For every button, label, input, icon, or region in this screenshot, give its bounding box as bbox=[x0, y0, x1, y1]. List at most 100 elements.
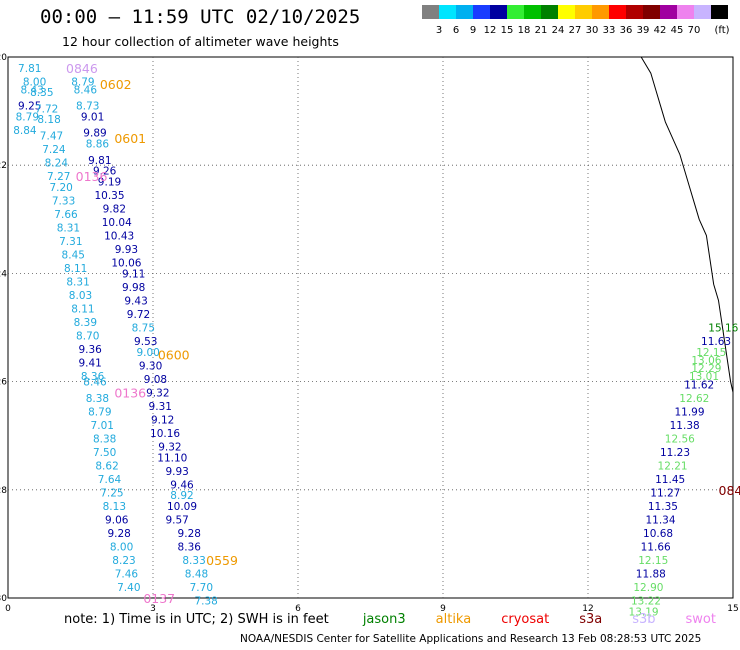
swh-value: 10.35 bbox=[94, 190, 124, 202]
swh-value: 7.70 bbox=[190, 582, 213, 594]
scale-tick-label: 15 bbox=[500, 25, 514, 36]
swh-value: 8.62 bbox=[95, 460, 118, 472]
scale-swatch bbox=[541, 5, 558, 19]
swh-value: 7.24 bbox=[42, 144, 66, 156]
swh-value: 9.32 bbox=[158, 442, 181, 454]
scale-tick-label: 18 bbox=[517, 25, 531, 36]
swh-value: 9.89 bbox=[83, 128, 106, 140]
swh-value: 9.28 bbox=[107, 528, 130, 540]
scale-swatch bbox=[677, 5, 694, 19]
swh-value: 8.11 bbox=[71, 304, 94, 316]
swh-value: 12.15 bbox=[638, 555, 668, 567]
swh-value: 9.00 bbox=[136, 347, 159, 359]
swh-value: 12.15 bbox=[696, 347, 726, 359]
satellite-label: s3b bbox=[632, 612, 656, 627]
swh-value: 10.04 bbox=[102, 217, 132, 229]
swh-value: 8.23 bbox=[112, 555, 135, 567]
coastline bbox=[640, 56, 734, 393]
swh-value: 8.18 bbox=[37, 114, 60, 126]
swh-value: 12.29 bbox=[691, 363, 721, 375]
swh-value: 11.88 bbox=[636, 569, 666, 581]
swh-value: 9.98 bbox=[122, 282, 145, 294]
scale-swatch bbox=[490, 5, 507, 19]
y-tick-label: 22 bbox=[0, 161, 7, 171]
swh-value: 9.72 bbox=[127, 309, 150, 321]
swh-value: 9.06 bbox=[105, 515, 129, 527]
swh-value: 9.19 bbox=[98, 176, 121, 188]
swh-value: 8.24 bbox=[45, 157, 69, 169]
swh-value: 11.35 bbox=[648, 501, 678, 513]
swh-value: 8.00 bbox=[110, 542, 133, 554]
swh-value: 8.13 bbox=[103, 501, 126, 513]
swh-value: 8.70 bbox=[76, 331, 99, 343]
swh-value: 8.35 bbox=[30, 87, 53, 99]
swh-value: 9.28 bbox=[178, 528, 201, 540]
swh-value: 11.99 bbox=[674, 406, 704, 418]
scale-swatch bbox=[660, 5, 677, 19]
swh-value: 12.56 bbox=[665, 433, 695, 445]
swh-value: 7.47 bbox=[40, 130, 63, 142]
scale-swatch bbox=[694, 5, 711, 19]
swh-value: 9.82 bbox=[103, 203, 126, 215]
swh-value: 10.16 bbox=[150, 428, 180, 440]
swh-value: 11.38 bbox=[670, 420, 700, 432]
swh-value: 11.63 bbox=[701, 336, 731, 348]
pass-time-label: 0846 bbox=[66, 61, 98, 76]
map-frame bbox=[7, 56, 734, 599]
pass-time-label: 0847 bbox=[719, 483, 740, 498]
x-tick-label: 0 bbox=[5, 604, 11, 614]
note-line: note: 1) Time is in UTC; 2) SWH is in fe… bbox=[64, 612, 716, 627]
swh-value: 8.38 bbox=[86, 393, 109, 405]
satellite-label: altika bbox=[435, 612, 472, 627]
swh-value: 8.38 bbox=[93, 433, 116, 445]
scale-tick-label: 33 bbox=[602, 25, 616, 36]
scale-swatch bbox=[422, 5, 439, 19]
scale-tick-label: 36 bbox=[619, 25, 633, 36]
scale-swatch bbox=[592, 5, 609, 19]
swh-value: 9.25 bbox=[18, 101, 41, 113]
swh-value: 9.36 bbox=[78, 344, 102, 356]
note-text: note: 1) Time is in UTC; 2) SWH is in fe… bbox=[64, 612, 329, 627]
swh-value: 9.57 bbox=[165, 515, 188, 527]
swh-value: 8.79 bbox=[16, 112, 39, 124]
swh-value: 12.90 bbox=[633, 582, 663, 594]
swh-value: 9.12 bbox=[151, 414, 174, 426]
satellite-label: s3a bbox=[579, 612, 603, 627]
pass-time-label: 0137 bbox=[143, 591, 175, 606]
swh-value: 8.75 bbox=[132, 323, 155, 335]
scale-tick-label: 6 bbox=[452, 25, 460, 36]
swh-value: 7.31 bbox=[59, 236, 82, 248]
swh-value: 8.11 bbox=[64, 263, 87, 275]
pass-time-label: 0136 bbox=[76, 169, 108, 184]
pass-time-label: 0602 bbox=[100, 77, 132, 92]
swh-value: 7.72 bbox=[35, 103, 58, 115]
swh-value: 15.16 bbox=[708, 323, 738, 335]
x-tick-label: 15 bbox=[727, 604, 738, 614]
scale-tick-label: 21 bbox=[534, 25, 548, 36]
y-tick-label: 24 bbox=[0, 269, 7, 279]
swh-values: 7.81 8.00 8.79 8.438.35 8.46 9.257.72 8.73 8.79… bbox=[13, 63, 738, 619]
swh-value: 10.06 bbox=[111, 258, 141, 270]
swh-value: 10.43 bbox=[104, 231, 134, 243]
y-tick-label: 20 bbox=[0, 53, 7, 63]
scale-swatch bbox=[609, 5, 626, 19]
swh-value: 8.46 bbox=[83, 377, 107, 389]
pass-time-label: 0559 bbox=[206, 553, 238, 568]
swh-value: 11.27 bbox=[650, 488, 680, 500]
swh-value: 8.79 bbox=[88, 406, 111, 418]
swh-value: 9.31 bbox=[149, 401, 172, 413]
y-tick-label: 26 bbox=[0, 378, 7, 388]
swh-value: 9.01 bbox=[81, 112, 104, 124]
x-tick-label: 6 bbox=[295, 604, 301, 614]
map-subtitle: 12 hour collection of altimeter wave hei… bbox=[62, 34, 339, 49]
swh-value: 8.43 bbox=[20, 84, 43, 96]
swh-value: 8.73 bbox=[76, 101, 99, 113]
swh-value: 8.33 bbox=[182, 555, 205, 567]
swh-value: 7.81 bbox=[18, 63, 41, 75]
satellite-label: swot bbox=[685, 612, 716, 627]
satellite-label: jason3 bbox=[362, 612, 406, 627]
swh-value: 8.48 bbox=[185, 569, 208, 581]
scale-swatch bbox=[507, 5, 524, 19]
x-tick-label: 12 bbox=[582, 604, 593, 614]
swh-value: 9.53 bbox=[134, 336, 157, 348]
